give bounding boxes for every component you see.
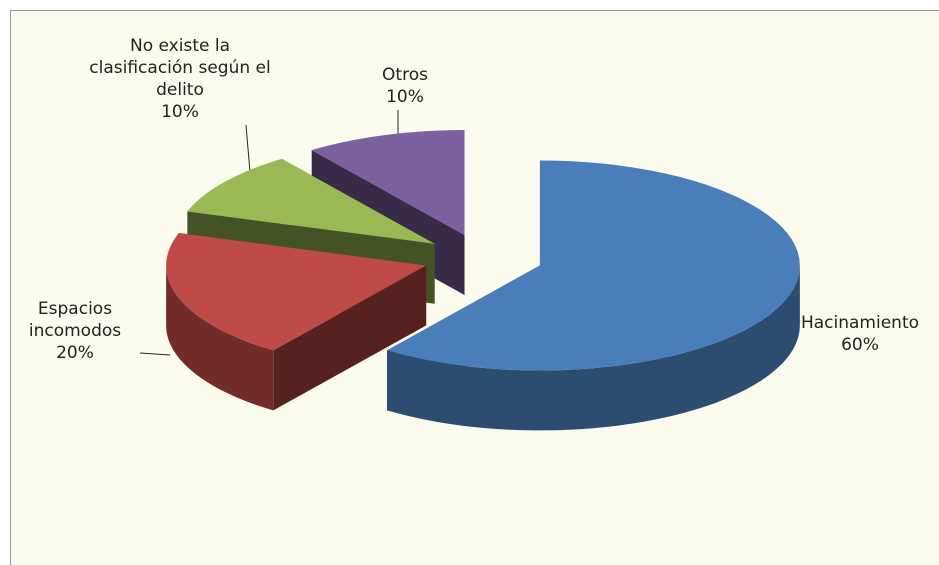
data-label: Espacios incomodos 20% bbox=[0, 298, 150, 364]
slice bbox=[166, 233, 427, 351]
leader-line bbox=[245, 124, 251, 173]
data-label: No existe la clasificación según el deli… bbox=[80, 35, 280, 123]
slice-wall bbox=[387, 265, 800, 431]
data-label: Otros 10% bbox=[345, 64, 465, 108]
slice bbox=[387, 160, 800, 371]
label-value: 20% bbox=[56, 343, 94, 363]
label-value: 60% bbox=[841, 335, 879, 355]
slice bbox=[187, 158, 435, 244]
label-value: 10% bbox=[161, 102, 199, 122]
label-name: Hacinamiento bbox=[800, 313, 920, 333]
slice bbox=[311, 130, 465, 236]
slice-wall bbox=[166, 265, 274, 411]
label-name: No existe la clasificación según el deli… bbox=[89, 36, 271, 100]
leader-line bbox=[139, 352, 171, 356]
label-name: Espacios incomodos bbox=[28, 299, 122, 341]
label-name: Otros bbox=[382, 65, 428, 85]
data-label: Hacinamiento 60% bbox=[775, 312, 939, 356]
label-value: 10% bbox=[386, 87, 424, 107]
